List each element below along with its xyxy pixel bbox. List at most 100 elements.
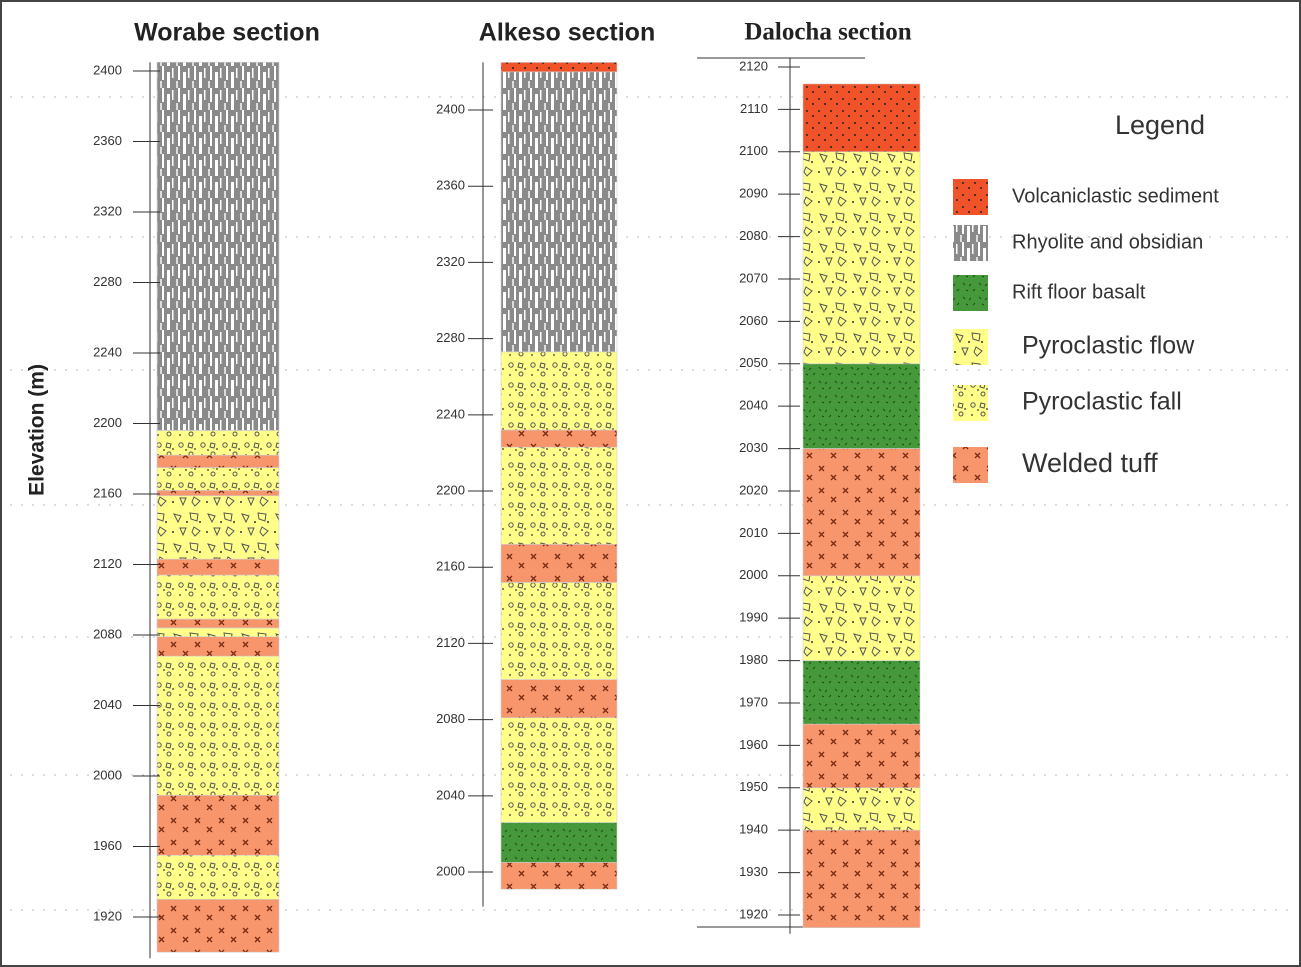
y-tick-label: 2060 [739, 313, 768, 328]
layer [500, 717, 618, 823]
y-tick-label: 2080 [93, 626, 122, 641]
layer [802, 83, 921, 153]
y-tick-label: 1920 [93, 908, 122, 923]
layer [156, 795, 280, 856]
layer [500, 582, 618, 680]
layer [156, 490, 280, 497]
legend-swatch [953, 275, 988, 311]
layer [802, 151, 921, 365]
y-tick-label: 1960 [739, 737, 768, 752]
y-tick-label: 2240 [436, 406, 465, 421]
layer [500, 862, 618, 890]
y-tick-label: 1990 [739, 610, 768, 625]
layer [500, 544, 618, 583]
y-tick-label: 1930 [739, 864, 768, 879]
y-tick-label: 2120 [436, 635, 465, 650]
y-tick-label: 2040 [93, 697, 122, 712]
layer [500, 429, 618, 448]
legend-label: Rift floor basalt [1012, 281, 1146, 303]
y-tick-label: 1940 [739, 822, 768, 837]
y-tick-label: 2120 [93, 556, 122, 571]
y-tick-label: 1970 [739, 694, 768, 709]
y-tick-label: 1950 [739, 779, 768, 794]
layer [500, 62, 618, 73]
layer [156, 61, 280, 431]
layer [156, 558, 280, 576]
layer [500, 351, 618, 431]
layer [156, 854, 280, 900]
layer [802, 829, 921, 928]
y-tick-label: 1980 [739, 652, 768, 667]
legend-swatch [953, 329, 988, 365]
y-tick-label: 1920 [739, 906, 768, 921]
layer [802, 448, 921, 577]
y-tick-label: 2080 [739, 228, 768, 243]
layer [802, 363, 921, 449]
y-tick-label: 2200 [436, 482, 465, 497]
layer [802, 787, 921, 831]
y-tick-label: 2040 [436, 787, 465, 802]
layer [500, 679, 618, 719]
layer [156, 574, 280, 620]
y-tick-label: 2200 [93, 415, 122, 430]
y-tick-label: 2240 [93, 344, 122, 359]
y-axis-label: Elevation (m) [26, 364, 49, 496]
legend-swatch [953, 447, 988, 483]
layer [156, 636, 280, 657]
legend-swatch [953, 385, 988, 421]
layer [500, 446, 618, 545]
layer [156, 627, 280, 638]
section-title: Worabe section [134, 19, 320, 47]
y-tick-label: 2360 [93, 133, 122, 148]
y-tick-label: 2100 [739, 143, 768, 158]
y-tick-label: 2010 [739, 525, 768, 540]
y-tick-label: 2020 [739, 482, 768, 497]
layer [802, 723, 921, 789]
y-tick-label: 2080 [436, 711, 465, 726]
layer [156, 655, 280, 796]
legend-label: Pyroclastic flow [1022, 332, 1195, 360]
legend-title: Legend [1115, 110, 1205, 140]
y-tick-label: 2110 [740, 101, 768, 116]
layer [156, 467, 280, 491]
y-tick-label: 2280 [436, 330, 465, 345]
y-tick-label: 2040 [739, 398, 768, 413]
y-tick-label: 2320 [93, 203, 122, 218]
legend-label: Welded tuff [1022, 448, 1158, 478]
background-grid [10, 96, 1290, 911]
y-tick-label: 2030 [739, 440, 768, 455]
legend-swatch [953, 179, 988, 215]
legend-label: Pyroclastic fall [1022, 388, 1182, 416]
layer [156, 430, 280, 456]
y-tick-label: 2070 [739, 270, 768, 285]
section-title: Alkeso section [479, 19, 655, 47]
y-tick-label: 1960 [93, 838, 122, 853]
layer [156, 899, 280, 953]
y-tick-label: 2120 [739, 58, 768, 73]
legend-label: Rhyolite and obsidian [1012, 231, 1203, 253]
section-title: Dalocha section [744, 19, 911, 46]
layer [156, 618, 280, 629]
layer [802, 575, 921, 661]
y-tick-label: 2090 [739, 186, 768, 201]
y-tick-label: 2400 [436, 101, 465, 116]
y-tick-label: 2320 [436, 254, 465, 269]
layer [500, 71, 618, 353]
layer [802, 660, 921, 725]
y-tick-label: 2160 [93, 485, 122, 500]
y-tick-label: 2160 [436, 559, 465, 574]
layer [156, 454, 280, 468]
y-tick-label: 2000 [436, 863, 465, 878]
y-tick-label: 2000 [739, 567, 768, 582]
legend-label: Volcaniclastic sediment [1012, 185, 1219, 207]
y-tick-label: 2050 [739, 355, 768, 370]
legend-swatch [953, 225, 988, 261]
y-tick-label: 2360 [436, 178, 465, 193]
y-tick-label: 2000 [93, 767, 122, 782]
layer [156, 495, 280, 560]
y-tick-label: 2400 [93, 62, 122, 77]
y-tick-label: 2280 [93, 274, 122, 289]
layer [500, 822, 618, 863]
